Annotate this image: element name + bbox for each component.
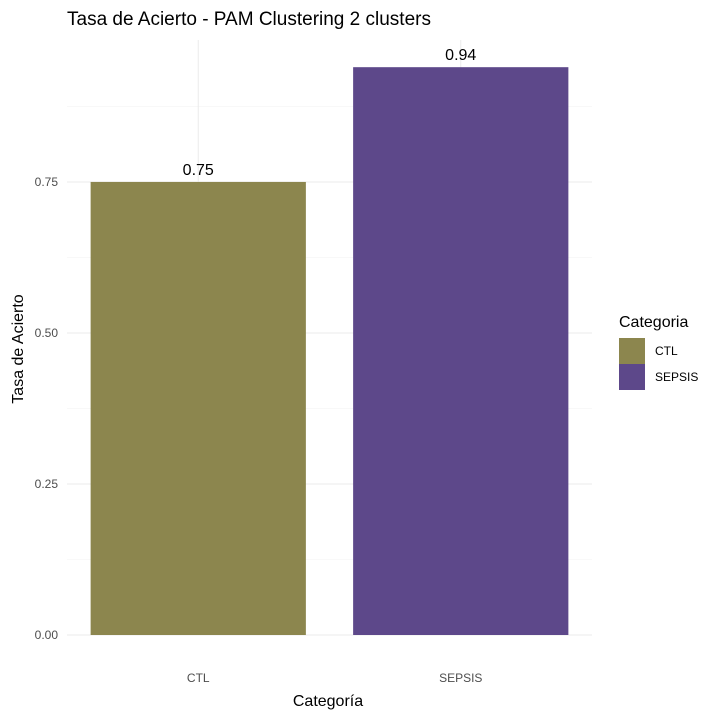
chart-title: Tasa de Acierto - PAM Clustering 2 clust… [67, 9, 431, 30]
legend-entry-label: CTL [655, 344, 678, 358]
legend-key-ctl [619, 338, 645, 364]
legend-title: Categoria [619, 314, 688, 331]
x-axis-title: Categoría [293, 693, 363, 710]
y-axis-title: Tasa de Acierto [10, 294, 27, 404]
y-tick-label: 0.75 [35, 175, 59, 189]
bar-ctl [90, 181, 306, 635]
x-axis-ticks: CTL SEPSIS [187, 671, 483, 685]
legend-key-sepsis [619, 364, 645, 390]
y-tick-label: 0.25 [35, 477, 59, 491]
bar-sepsis [353, 67, 569, 635]
bars [90, 67, 569, 635]
x-tick-label: CTL [187, 671, 210, 685]
legend: Categoria CTL SEPSIS [619, 314, 698, 390]
bar-value-label: 0.75 [183, 162, 214, 179]
y-tick-label: 0.50 [35, 326, 59, 340]
legend-entry-label: SEPSIS [655, 370, 698, 384]
y-axis-ticks: 0.00 0.25 0.50 0.75 [35, 175, 59, 642]
x-tick-label: SEPSIS [439, 671, 482, 685]
bar-value-label: 0.94 [445, 47, 476, 64]
y-tick-label: 0.00 [35, 628, 59, 642]
bar-labels: 0.75 0.94 [183, 47, 477, 179]
